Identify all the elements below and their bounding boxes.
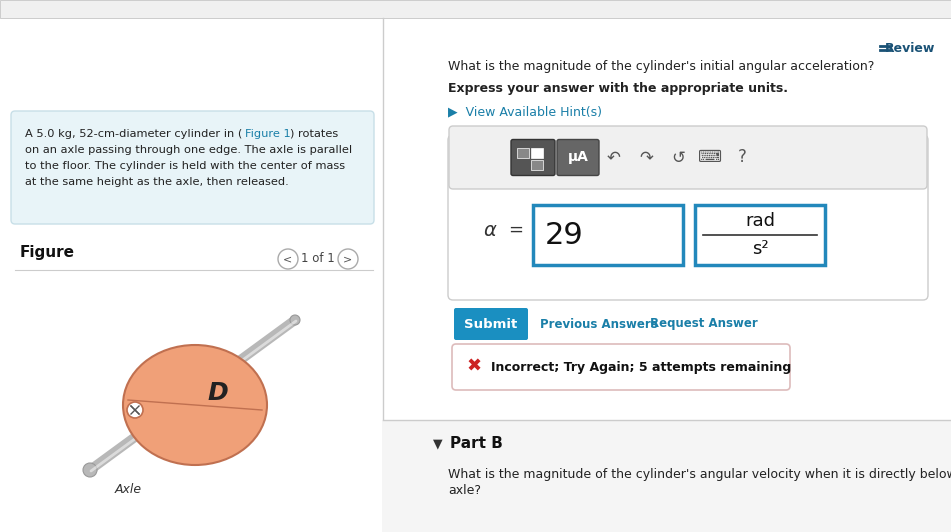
FancyBboxPatch shape xyxy=(695,205,825,265)
Text: Submit: Submit xyxy=(464,318,517,330)
FancyBboxPatch shape xyxy=(454,308,528,340)
Text: A 5.0 kg, 52-cm-diameter cylinder in (: A 5.0 kg, 52-cm-diameter cylinder in ( xyxy=(25,129,243,139)
FancyBboxPatch shape xyxy=(531,160,543,170)
FancyBboxPatch shape xyxy=(531,147,543,157)
FancyBboxPatch shape xyxy=(533,205,683,265)
Text: >: > xyxy=(343,254,353,264)
Text: rad: rad xyxy=(745,212,775,230)
Text: at the same height as the axle, then released.: at the same height as the axle, then rel… xyxy=(25,177,289,187)
Text: Figure 1: Figure 1 xyxy=(245,129,291,139)
FancyBboxPatch shape xyxy=(11,111,374,224)
Text: α: α xyxy=(483,220,496,239)
Text: Previous Answers: Previous Answers xyxy=(540,318,658,330)
Text: Request Answer: Request Answer xyxy=(650,318,758,330)
FancyBboxPatch shape xyxy=(511,139,555,176)
FancyBboxPatch shape xyxy=(557,139,599,176)
Text: Incorrect; Try Again; 5 attempts remaining: Incorrect; Try Again; 5 attempts remaini… xyxy=(491,361,791,373)
Text: ?: ? xyxy=(738,148,747,167)
FancyBboxPatch shape xyxy=(452,344,790,390)
Circle shape xyxy=(278,249,298,269)
Text: Figure: Figure xyxy=(20,245,75,260)
Text: ▶  View Available Hint(s): ▶ View Available Hint(s) xyxy=(448,105,602,118)
Text: D: D xyxy=(207,381,228,405)
Text: 29: 29 xyxy=(545,220,584,250)
Text: ▼: ▼ xyxy=(433,437,442,451)
Circle shape xyxy=(290,315,300,325)
Text: Express your answer with the appropriate units.: Express your answer with the appropriate… xyxy=(448,82,788,95)
Text: ↷: ↷ xyxy=(639,148,653,167)
FancyBboxPatch shape xyxy=(0,0,951,18)
Text: s²: s² xyxy=(751,240,768,258)
Text: What is the magnitude of the cylinder's initial angular acceleration?: What is the magnitude of the cylinder's … xyxy=(448,60,874,73)
FancyBboxPatch shape xyxy=(0,18,383,532)
Text: to the floor. The cylinder is held with the center of mass: to the floor. The cylinder is held with … xyxy=(25,161,345,171)
Text: ↺: ↺ xyxy=(671,148,685,167)
Text: Part B: Part B xyxy=(450,436,503,452)
Text: Review: Review xyxy=(884,42,935,55)
Text: ⌨: ⌨ xyxy=(698,148,722,167)
FancyBboxPatch shape xyxy=(383,420,951,532)
Circle shape xyxy=(127,402,143,418)
Text: What is the magnitude of the cylinder's angular velocity when it is directly bel: What is the magnitude of the cylinder's … xyxy=(448,468,951,481)
FancyBboxPatch shape xyxy=(448,135,928,300)
Text: =: = xyxy=(509,221,523,239)
Text: <: < xyxy=(283,254,293,264)
Circle shape xyxy=(338,249,358,269)
Text: 1 of 1: 1 of 1 xyxy=(301,253,335,265)
Text: ↶: ↶ xyxy=(607,148,621,167)
FancyBboxPatch shape xyxy=(449,126,927,189)
Text: on an axle passing through one edge. The axle is parallel: on an axle passing through one edge. The… xyxy=(25,145,352,155)
FancyBboxPatch shape xyxy=(517,147,529,157)
Text: Axle: Axle xyxy=(115,483,142,496)
Circle shape xyxy=(83,463,97,477)
Text: ) rotates: ) rotates xyxy=(290,129,339,139)
Ellipse shape xyxy=(123,345,267,465)
Text: ✖: ✖ xyxy=(466,358,481,376)
Text: axle?: axle? xyxy=(448,484,481,497)
Text: μA: μA xyxy=(568,151,589,164)
